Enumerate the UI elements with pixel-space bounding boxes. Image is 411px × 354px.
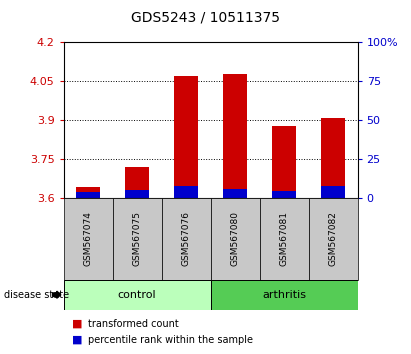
Text: ■: ■ <box>72 319 83 329</box>
Bar <box>64 280 211 310</box>
Text: arthritis: arthritis <box>262 290 306 300</box>
Bar <box>76 192 100 198</box>
Bar <box>125 190 150 198</box>
Text: GSM567076: GSM567076 <box>182 211 191 267</box>
Bar <box>125 167 150 198</box>
Bar <box>211 198 260 280</box>
Text: GSM567075: GSM567075 <box>133 211 142 267</box>
Bar <box>260 198 309 280</box>
Text: disease state: disease state <box>4 290 69 300</box>
Bar <box>272 126 296 198</box>
Bar <box>309 198 358 280</box>
Bar <box>174 186 199 198</box>
Text: GSM567074: GSM567074 <box>84 211 93 267</box>
Text: GSM567081: GSM567081 <box>279 211 289 267</box>
Text: ■: ■ <box>72 335 83 345</box>
Bar <box>321 186 345 198</box>
Bar <box>223 74 247 198</box>
Bar <box>76 187 100 198</box>
Bar <box>162 198 211 280</box>
Text: GSM567082: GSM567082 <box>328 211 337 267</box>
Text: GDS5243 / 10511375: GDS5243 / 10511375 <box>131 11 280 25</box>
Bar <box>272 191 296 198</box>
Bar <box>211 280 358 310</box>
Text: GSM567080: GSM567080 <box>231 211 240 267</box>
Bar <box>223 189 247 198</box>
Text: control: control <box>118 290 157 300</box>
Bar <box>174 76 199 198</box>
Bar <box>64 198 113 280</box>
Text: transformed count: transformed count <box>88 319 179 329</box>
Bar <box>321 118 345 198</box>
Text: percentile rank within the sample: percentile rank within the sample <box>88 335 253 345</box>
Bar <box>113 198 162 280</box>
